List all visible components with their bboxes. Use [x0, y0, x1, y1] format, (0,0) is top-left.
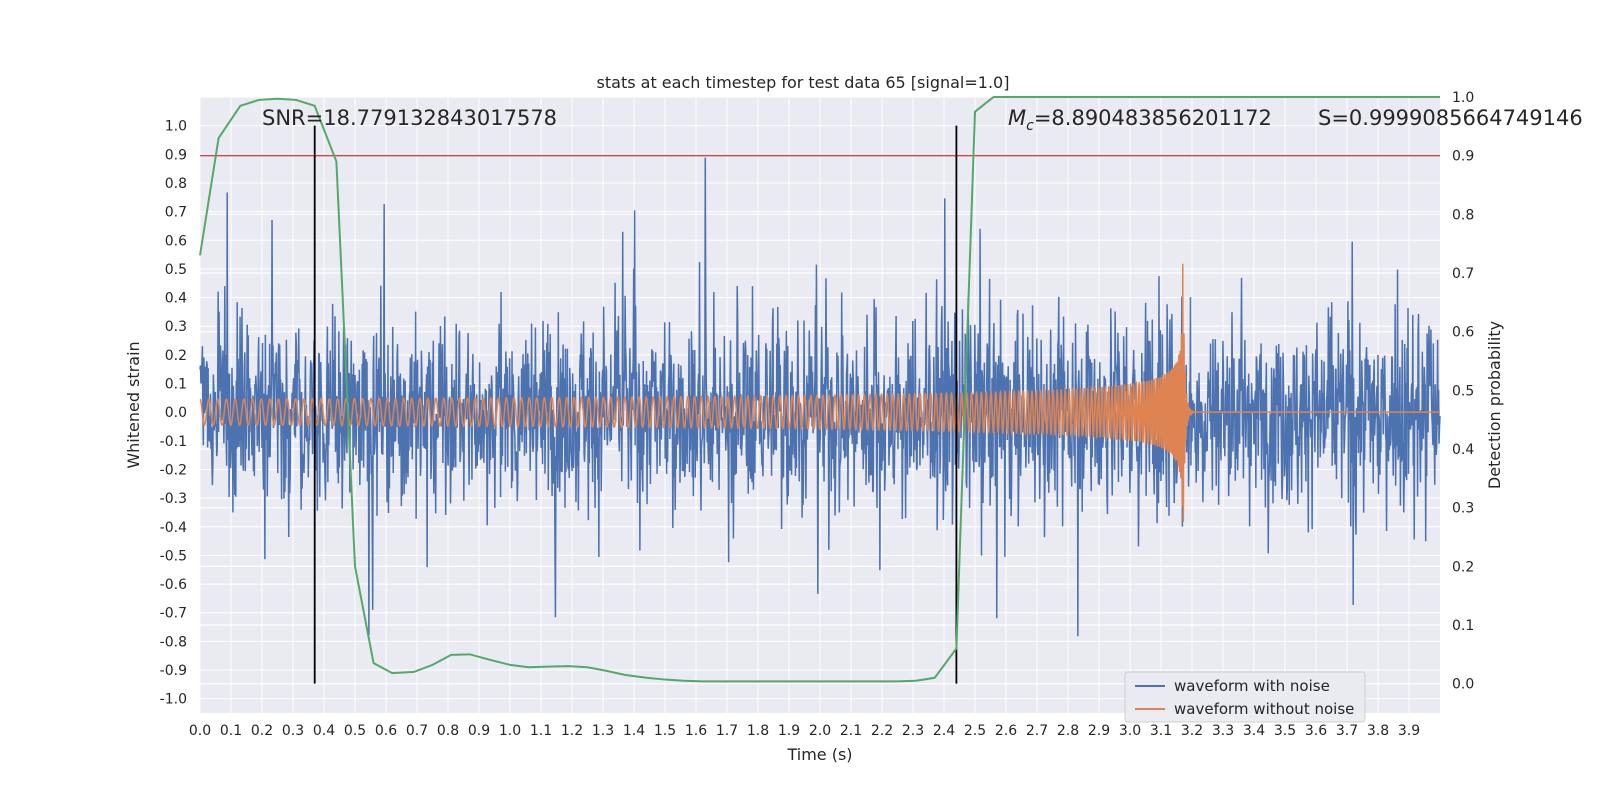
y2-tick-label: 0.3	[1452, 501, 1474, 517]
waveform-without-noise-line	[199, 263, 1440, 523]
x-tick-label: 3.8	[1367, 723, 1389, 739]
y-tick-label: 0.7	[165, 205, 187, 221]
x-tick-label: 1.2	[561, 723, 583, 739]
waveform-with-noise-path	[199, 157, 1441, 637]
x-axis-ticks: 0.0 0.1 0.2 0.3 0.4 0.5 0.6 0.7 0.8 0.9 1.0 1.1 1.2 1…	[189, 723, 1420, 739]
chirp-mass-symbol: M	[1008, 106, 1026, 130]
x-tick-label: 2.1	[840, 723, 862, 739]
x-tick-label: 1.5	[654, 723, 676, 739]
y-tick-label: -0.3	[160, 491, 187, 507]
x-tick-label: 1.1	[530, 723, 552, 739]
x-tick-label: 1.0	[499, 723, 521, 739]
legend-label-clean: waveform without noise	[1174, 700, 1354, 718]
legend-label-noise: waveform with noise	[1174, 677, 1330, 695]
waveform-without-noise-path	[199, 263, 1440, 523]
x-tick-label: 0.6	[375, 723, 397, 739]
y-tick-label: -0.5	[160, 548, 187, 564]
x-tick-label: 3.4	[1243, 723, 1265, 739]
y-tick-label: 0.1	[165, 377, 187, 393]
y2-tick-label: 0.8	[1452, 207, 1474, 223]
y2-tick-label: 0.2	[1452, 559, 1474, 575]
detection-probability-path	[199, 96, 1440, 683]
x-tick-label: 3.1	[1150, 723, 1172, 739]
chirp-mass-annotation: Mc=8.890483856201172	[1008, 106, 1272, 134]
y2-tick-label: 0.0	[1452, 677, 1474, 693]
chart-title: stats at each timestep for test data 65 …	[597, 73, 1010, 92]
x-tick-label: 3.0	[1119, 723, 1141, 739]
x-tick-label: 2.4	[933, 723, 955, 739]
x-tick-label: 2.6	[995, 723, 1017, 739]
x-tick-label: 2.5	[964, 723, 986, 739]
x-tick-label: 3.2	[1181, 723, 1203, 739]
y-tick-label: 0.5	[165, 262, 187, 278]
x-tick-label: 1.6	[685, 723, 707, 739]
s-annotation: S=0.9999085664749146	[1318, 106, 1583, 130]
snr-annotation: SNR=18.779132843017578	[262, 106, 557, 130]
y2-tick-label: 1.0	[1452, 90, 1474, 106]
y-axis-label: Whitened strain	[124, 341, 143, 468]
y2-tick-label: 0.9	[1452, 149, 1474, 165]
y-tick-label: -0.1	[160, 434, 187, 450]
x-tick-label: 1.9	[778, 723, 800, 739]
y-tick-label: -0.7	[160, 606, 187, 622]
y-tick-label: 0.6	[165, 233, 187, 249]
y2-tick-label: 0.5	[1452, 383, 1474, 399]
y-tick-label: 0.8	[165, 176, 187, 192]
vertical-markers	[313, 125, 958, 684]
x-tick-label: 1.7	[716, 723, 738, 739]
chirp-mass-value: =8.890483856201172	[1034, 106, 1272, 130]
y-tick-label: -0.8	[160, 634, 187, 650]
legend: waveform with noise waveform without noi…	[1124, 671, 1366, 723]
x-tick-label: 0.5	[344, 723, 366, 739]
x-tick-label: 2.2	[871, 723, 893, 739]
y-tick-label: 0.4	[165, 291, 187, 307]
y-tick-label: 0.0	[165, 405, 187, 421]
y2-tick-label: 0.1	[1452, 618, 1474, 634]
x-tick-label: 2.8	[1057, 723, 1079, 739]
legend-box	[1124, 671, 1366, 723]
y-tick-label: -0.4	[160, 520, 187, 536]
x-tick-label: 0.4	[313, 723, 335, 739]
y-tick-label: 0.2	[165, 348, 187, 364]
x-tick-label: 1.4	[623, 723, 645, 739]
y-tick-label: -1.0	[160, 692, 187, 708]
x-tick-label: 0.7	[406, 723, 428, 739]
x-tick-label: 2.0	[809, 723, 831, 739]
chirp-mass-subscript: c	[1026, 118, 1034, 134]
x-tick-label: 0.9	[468, 723, 490, 739]
x-tick-label: 3.6	[1305, 723, 1327, 739]
x-tick-label: 0.0	[189, 723, 211, 739]
waveform-with-noise-line	[199, 157, 1441, 637]
x-tick-label: 1.3	[592, 723, 614, 739]
detection-probability-line	[199, 96, 1440, 683]
y2-axis-label: Detection probability	[1485, 321, 1504, 489]
x-tick-label: 3.5	[1274, 723, 1296, 739]
x-tick-label: 0.2	[251, 723, 273, 739]
x-tick-label: 0.1	[220, 723, 242, 739]
x-tick-label: 0.8	[437, 723, 459, 739]
x-tick-label: 1.8	[747, 723, 769, 739]
x-axis-label: Time (s)	[786, 745, 852, 764]
y-tick-label: -0.9	[160, 663, 187, 679]
y-tick-label: 0.9	[165, 147, 187, 163]
y2-tick-label: 0.6	[1452, 325, 1474, 341]
y-tick-label: 0.3	[165, 319, 187, 335]
y-tick-label: -0.6	[160, 577, 187, 593]
y2-axis-ticks: 1.0 0.9 0.8 0.7 0.6 0.5 0.4 0.3 0.2 0.1 0.0	[1452, 90, 1474, 693]
x-tick-label: 3.7	[1336, 723, 1358, 739]
x-tick-label: 3.3	[1212, 723, 1234, 739]
y-axis-ticks: 1.0 0.9 0.8 0.7 0.6 0.5 0.4 0.3 0.2 0.1 0.0 -0.1 -0.…	[160, 119, 187, 708]
x-tick-label: 2.7	[1026, 723, 1048, 739]
x-tick-label: 0.3	[282, 723, 304, 739]
y2-tick-label: 0.4	[1452, 442, 1474, 458]
x-tick-label: 2.9	[1088, 723, 1110, 739]
y2-tick-label: 0.7	[1452, 266, 1474, 282]
y-tick-label: -0.2	[160, 462, 187, 478]
x-tick-label: 2.3	[902, 723, 924, 739]
y-tick-label: 1.0	[165, 119, 187, 135]
x-tick-label: 3.9	[1398, 723, 1420, 739]
